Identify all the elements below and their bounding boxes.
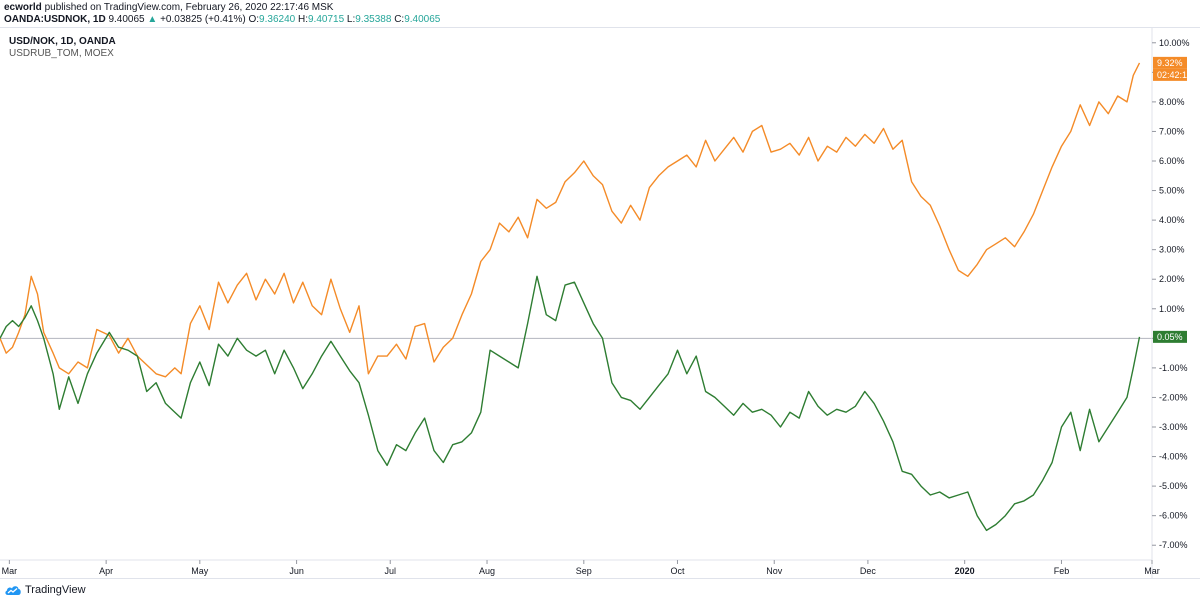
close-label: C: bbox=[394, 14, 405, 25]
x-tick-label: Feb bbox=[1054, 566, 1070, 576]
x-tick-label: 2020 bbox=[955, 566, 975, 576]
symbol-info: OANDA:USDNOK, 1D 9.40065 ▲ +0.03825 (+0.… bbox=[4, 14, 440, 25]
y-tick-label: 1.00% bbox=[1159, 304, 1185, 314]
close-value: 9.40065 bbox=[404, 14, 441, 25]
tradingview-cloud-icon bbox=[5, 586, 21, 595]
y-tick-label: -4.00% bbox=[1159, 452, 1188, 462]
series-line-usdnok bbox=[0, 62, 1141, 378]
y-tick-label: 2.00% bbox=[1159, 274, 1185, 284]
legend-compare-series[interactable]: USDRUB_TOM, MOEX bbox=[9, 48, 114, 59]
x-tick-label: Sep bbox=[576, 566, 592, 576]
x-tick-label: Apr bbox=[99, 566, 113, 576]
publish-text: published on TradingView.com, February 2… bbox=[44, 2, 334, 13]
y-tick-label: 6.00% bbox=[1159, 156, 1185, 166]
up-arrow-icon: ▲ bbox=[147, 14, 158, 25]
usdnok-timer-label-bg bbox=[1153, 68, 1187, 81]
y-tick-label: -5.00% bbox=[1159, 481, 1188, 491]
x-tick-label: Jun bbox=[289, 566, 304, 576]
publish-info: ecworld published on TradingView.com, Fe… bbox=[4, 2, 333, 13]
usdnok-last-label: 9.32% bbox=[1157, 58, 1183, 68]
y-tick-label: -7.00% bbox=[1159, 540, 1188, 550]
y-tick-label: -1.00% bbox=[1159, 363, 1188, 373]
usdnok-last-label-bg bbox=[1153, 56, 1187, 69]
y-tick-label: -3.00% bbox=[1159, 422, 1188, 432]
legend-main-series[interactable]: USD/NOK, 1D, OANDA bbox=[9, 36, 116, 47]
y-tick-label: 7.00% bbox=[1159, 126, 1185, 136]
y-tick-label: 8.00% bbox=[1159, 97, 1185, 107]
y-tick-label: 4.00% bbox=[1159, 215, 1185, 225]
high-label: H: bbox=[297, 14, 308, 25]
high-value: 9.40715 bbox=[307, 14, 345, 25]
y-tick-label: 10.00% bbox=[1159, 38, 1190, 48]
low-label: L: bbox=[346, 14, 356, 25]
x-tick-label: Jul bbox=[384, 566, 396, 576]
price-change: +0.03825 (+0.41%) bbox=[160, 14, 246, 25]
x-tick-label: Aug bbox=[479, 566, 495, 576]
open-value: 9.36240 bbox=[259, 14, 296, 25]
y-tick-label: -2.00% bbox=[1159, 392, 1188, 402]
y-tick-label: 3.00% bbox=[1159, 245, 1185, 255]
x-tick-label: Nov bbox=[766, 566, 783, 576]
last-price: 9.40065 bbox=[108, 14, 145, 25]
header-divider bbox=[0, 27, 1200, 28]
usdnok-timer-label: 02:42:16 bbox=[1157, 70, 1192, 80]
series-line-usdrub bbox=[0, 275, 1141, 532]
y-tick-label: 5.00% bbox=[1159, 186, 1185, 196]
symbol-name: OANDA:USDNOK, 1D bbox=[4, 14, 106, 25]
y-tick-label: -6.00% bbox=[1159, 511, 1188, 521]
x-tick-label: Oct bbox=[670, 566, 685, 576]
tradingview-brand: TradingView bbox=[25, 584, 86, 596]
usdrub-last-label-bg bbox=[1153, 330, 1187, 343]
chart-legend: USD/NOK, 1D, OANDA USDRUB_TOM, MOEX bbox=[9, 36, 116, 60]
footer: TradingView bbox=[0, 578, 1200, 603]
x-tick-label: May bbox=[191, 566, 209, 576]
x-tick-label: Mar bbox=[2, 566, 18, 576]
open-label: O: bbox=[248, 14, 260, 25]
x-tick-label: Dec bbox=[860, 566, 877, 576]
usdrub-last-label: 0.05% bbox=[1157, 332, 1183, 342]
low-value: 9.35388 bbox=[355, 14, 392, 25]
x-tick-label: Mar bbox=[1144, 566, 1160, 576]
publisher-name: ecworld bbox=[4, 2, 42, 13]
tradingview-logo[interactable]: TradingView bbox=[4, 584, 86, 596]
